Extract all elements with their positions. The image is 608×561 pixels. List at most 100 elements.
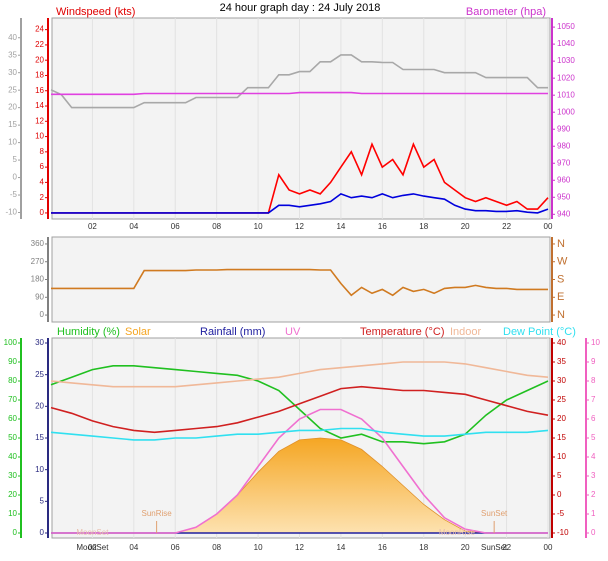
legend-label: UV <box>285 326 301 338</box>
y-tick-label: 4 <box>591 452 596 461</box>
y-tick-label: 0 <box>40 528 45 537</box>
y-tick-label: 960 <box>557 175 571 184</box>
y-tick-label: 30 <box>35 338 44 347</box>
y-tick-label: 180 <box>31 275 45 284</box>
y-tick-label: 9 <box>591 357 596 366</box>
y-tick-label: 3 <box>591 471 596 480</box>
x-tick-label: 10 <box>254 222 263 231</box>
y-tick-label: 0 <box>40 310 45 319</box>
y-tick-label: 10 <box>8 138 17 147</box>
x-tick-label: 22 <box>502 543 511 552</box>
y-tick-label: N <box>557 238 565 250</box>
y-tick-label: 20 <box>35 401 44 410</box>
y-tick-label: 15 <box>8 120 17 129</box>
y-tick-label: 5 <box>40 496 45 505</box>
y-tick-label: S <box>557 273 564 285</box>
y-tick-label: 20 <box>8 103 17 112</box>
x-tick-label: 20 <box>461 543 470 552</box>
x-tick-label: 12 <box>295 543 304 552</box>
y-tick-label: 0 <box>591 528 596 537</box>
y-tick-label: 30 <box>8 68 17 77</box>
y-tick-label: 10 <box>8 509 17 518</box>
annotation: SunRise <box>141 509 172 518</box>
series-line <box>51 408 548 534</box>
x-tick-label: 10 <box>254 543 263 552</box>
y-tick-label: 14 <box>35 101 44 110</box>
y-tick-label: 1040 <box>557 39 575 48</box>
y-tick-label: 360 <box>31 239 45 248</box>
y-tick-label: 20 <box>35 55 44 64</box>
y-tick-label: 40 <box>8 33 17 42</box>
y-tick-label: 8 <box>40 147 45 156</box>
x-tick-label: 06 <box>171 222 180 231</box>
legend-label: Rainfall (mm) <box>200 326 265 338</box>
y-tick-label: 7 <box>591 395 596 404</box>
y-tick-label: 12 <box>35 116 44 125</box>
y-tick-label: -10 <box>557 528 569 537</box>
y-tick-label: 1 <box>591 509 596 518</box>
annotation: SunSet <box>481 509 508 518</box>
y-tick-label: 30 <box>8 471 17 480</box>
y-tick-label: 5 <box>591 433 596 442</box>
y-tick-label: 1020 <box>557 73 575 82</box>
y-tick-label: 950 <box>557 192 571 201</box>
y-tick-label: 6 <box>40 162 45 171</box>
y-tick-label: -10 <box>5 208 17 217</box>
y-tick-label: 5 <box>13 155 18 164</box>
y-tick-label: 20 <box>557 414 566 423</box>
y-tick-label: 10 <box>35 465 44 474</box>
x-tick-label: 16 <box>378 222 387 231</box>
series-line <box>50 385 549 434</box>
series-line <box>50 427 549 441</box>
x-tick-label: 08 <box>212 543 221 552</box>
y-tick-label: 940 <box>557 209 571 218</box>
y-tick-label: 40 <box>557 338 566 347</box>
y-tick-label: 980 <box>557 141 571 150</box>
y-tick-label: 2 <box>40 193 45 202</box>
x-tick-label: 20 <box>461 222 470 231</box>
y-tick-label: 80 <box>8 376 17 385</box>
x-tick-label: 00 <box>544 543 553 552</box>
legend-label: Windspeed (kts) <box>56 6 135 18</box>
legend-label: Dew Point (°C) <box>503 326 576 338</box>
y-tick-label: 5 <box>557 471 562 480</box>
y-tick-label: 90 <box>8 357 17 366</box>
y-tick-label: 15 <box>557 433 566 442</box>
y-tick-label: 1050 <box>557 22 575 31</box>
legend-label: Indoor <box>450 326 482 338</box>
y-tick-label: 1010 <box>557 90 575 99</box>
y-tick-label: 35 <box>557 357 566 366</box>
x-tick-label: 04 <box>129 543 138 552</box>
x-tick-label: 16 <box>378 543 387 552</box>
legend-label: Temperature (°C) <box>360 326 444 338</box>
x-tick-label: 18 <box>419 543 428 552</box>
y-tick-label: 1030 <box>557 56 575 65</box>
y-tick-label: 24 <box>35 25 44 34</box>
y-tick-label: 70 <box>8 395 17 404</box>
x-tick-label: 14 <box>336 543 345 552</box>
y-tick-label: 2 <box>591 490 596 499</box>
x-tick-label: 00 <box>544 222 553 231</box>
x-tick-label: 02 <box>88 222 97 231</box>
annotation: MoonSet <box>76 528 109 537</box>
y-tick-label: 10 <box>35 132 44 141</box>
y-tick-label: 15 <box>35 433 44 442</box>
y-tick-label: 25 <box>35 370 44 379</box>
x-tick-label: 22 <box>502 222 511 231</box>
y-tick-label: 22 <box>35 40 44 49</box>
series-line <box>50 54 548 109</box>
x-tick-label: 08 <box>212 222 221 231</box>
x-tick-label: 18 <box>419 222 428 231</box>
y-tick-label: -5 <box>10 190 18 199</box>
x-tick-label: 12 <box>295 222 304 231</box>
annotation: MoonRise <box>439 528 476 537</box>
y-tick-label: 10 <box>557 452 566 461</box>
y-tick-label: 0 <box>557 490 562 499</box>
y-tick-label: 40 <box>8 452 17 461</box>
x-tick-label: 14 <box>336 222 345 231</box>
y-tick-label: 16 <box>35 86 44 95</box>
legend-label: Humidity (%) <box>57 326 120 338</box>
x-event-label: SunSet <box>481 543 508 552</box>
y-tick-label: 270 <box>31 257 45 266</box>
